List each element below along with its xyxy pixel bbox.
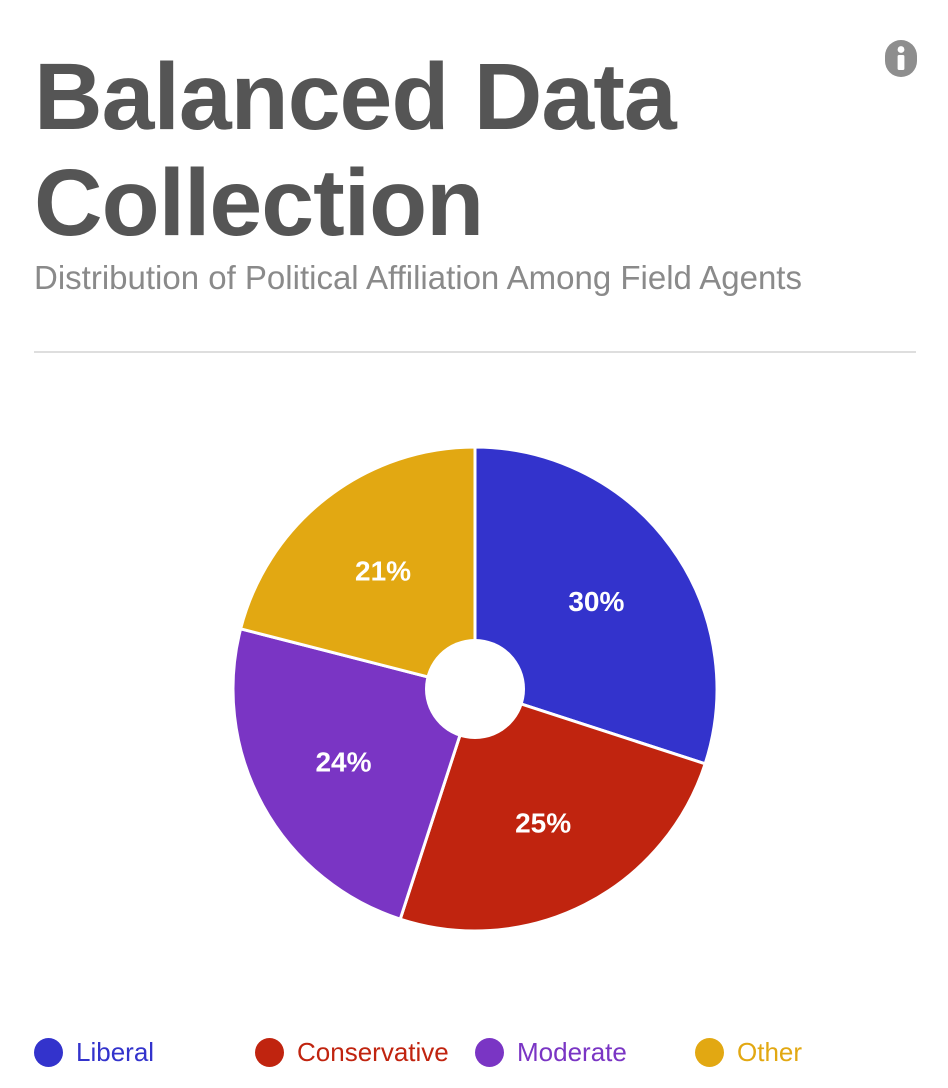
page-subtitle: Distribution of Political Affiliation Am… [34, 259, 802, 296]
legend-item-conservative[interactable]: Conservative [255, 1030, 449, 1074]
pie-slice-moderate[interactable] [231, 627, 477, 921]
legend-item-liberal[interactable]: Liberal [34, 1030, 154, 1074]
pie-slice-conservative[interactable] [398, 687, 707, 933]
legend-label-moderate: Moderate [517, 1037, 627, 1067]
pie-label-other: 21% [355, 555, 411, 586]
pie-slice-other[interactable] [239, 445, 477, 691]
pie-label-conservative: 25% [515, 808, 571, 839]
legend-item-other[interactable]: Other [695, 1030, 802, 1074]
pie-label-liberal: 30% [568, 586, 624, 617]
donut-hole [425, 639, 525, 739]
pie-chart: 30% 25% 24% 21% [0, 380, 948, 1000]
legend-item-moderate[interactable]: Moderate [475, 1030, 627, 1074]
chart-legend: Liberal Conservative Moderate Other [0, 1030, 948, 1074]
legend-swatch-moderate [475, 1037, 504, 1067]
legend-swatch-other [695, 1037, 724, 1067]
legend-swatch-conservative [255, 1037, 284, 1067]
legend-swatch-liberal [34, 1037, 63, 1067]
legend-label-conservative: Conservative [297, 1037, 449, 1067]
legend-label-other: Other [737, 1037, 803, 1067]
legend-label-liberal: Liberal [76, 1037, 155, 1067]
pie-label-moderate: 24% [315, 746, 371, 777]
pie-slice-liberal[interactable] [473, 445, 719, 766]
info-icon[interactable] [885, 40, 917, 77]
header-divider [34, 351, 916, 353]
pie-chart-svg: 30% 25% 24% 21% [231, 445, 719, 933]
page-title: Balanced Data Collection [34, 44, 677, 256]
